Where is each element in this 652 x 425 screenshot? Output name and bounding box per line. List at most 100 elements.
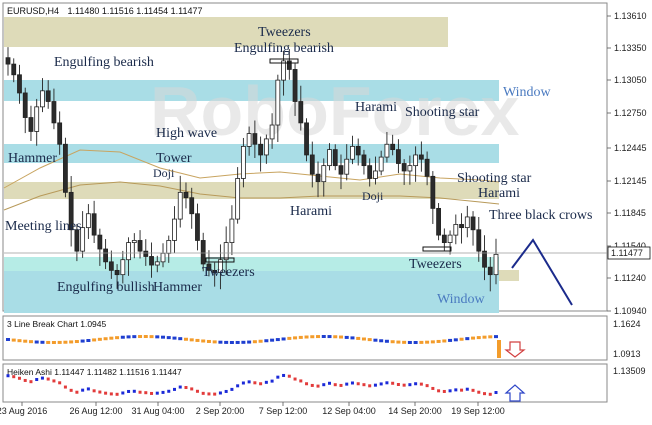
line-break-bar — [57, 340, 62, 344]
line-break-bar-last — [497, 340, 501, 358]
line-break-bar — [471, 336, 476, 340]
candle-body — [441, 234, 447, 243]
heiken-ashi-bar — [333, 383, 337, 387]
candle-body — [189, 197, 195, 215]
candle-body — [367, 165, 373, 179]
heiken-ashi-bar — [52, 379, 56, 383]
heiken-ashi-bar — [368, 384, 372, 388]
candle-body — [447, 234, 453, 243]
tweezers-zone-bottom — [4, 257, 499, 271]
line-break-bar — [396, 340, 401, 344]
heiken-ashi-bar — [362, 383, 366, 387]
line-break-bar — [448, 338, 453, 342]
line-break-bar — [138, 335, 143, 339]
candle-body — [114, 269, 120, 276]
label-harami-3: Harami — [290, 204, 332, 219]
heiken-ashi-bar — [161, 390, 165, 394]
line-break-panel-frame — [2, 315, 608, 361]
heiken-ashi-bar — [431, 386, 435, 390]
candle-body — [321, 165, 327, 183]
heiken-ashi-bar — [69, 388, 73, 392]
candle-body — [34, 106, 40, 132]
candle-body — [149, 256, 154, 266]
candle-body — [80, 227, 86, 252]
candle-body — [51, 101, 57, 124]
line-break-bar — [80, 339, 85, 343]
candles — [5, 47, 499, 292]
heiken-ashi-bar — [322, 383, 326, 387]
tweezers-top-marker — [269, 58, 299, 64]
price-tick-label: 1.13350 — [614, 43, 647, 53]
heiken-ashi-bar — [287, 374, 291, 378]
heiken-ashi-bar — [408, 383, 412, 387]
line-break-bar — [11, 338, 16, 342]
line-break-bar — [390, 340, 395, 344]
label-doji-1: Doji — [153, 166, 175, 180]
heiken-ashi-bar — [81, 388, 85, 392]
label-engulfing-bullish: Engulfing bullish — [57, 280, 155, 295]
line-break-bar — [51, 340, 56, 344]
heiken-ashi-bar — [224, 389, 228, 393]
candle-body — [453, 224, 459, 236]
line-break-axis-top: 1.1624 — [613, 319, 641, 329]
heiken-ashi-bar — [150, 391, 154, 395]
line-break-bar — [482, 335, 487, 339]
heiken-ashi-bar — [218, 391, 222, 395]
line-break-bar — [103, 337, 108, 341]
pattern-zones — [4, 17, 519, 313]
heiken-ashi-bar — [46, 377, 50, 381]
line-break-bar — [143, 335, 148, 339]
heiken-ashi-bar — [276, 375, 280, 379]
heiken-ashi-bar — [305, 382, 309, 386]
heiken-ashi-bar — [385, 381, 389, 385]
candle-body — [63, 143, 68, 193]
label-engulfing-bearish-2: Engulfing bearish — [234, 41, 334, 56]
line-break-bar — [459, 337, 464, 341]
candle-body — [68, 191, 74, 231]
candle-body — [160, 252, 166, 263]
candle-body — [355, 145, 361, 156]
heiken-ashi-bar — [345, 382, 349, 386]
candle-body — [223, 242, 229, 261]
line-break-bar — [430, 340, 435, 344]
candle-body — [166, 240, 172, 254]
label-hammer-2: Hammer — [153, 280, 202, 295]
heiken-ashi-bar — [167, 389, 171, 393]
heiken-ashi-bar — [58, 381, 62, 385]
label-harami-2: Harami — [478, 186, 520, 201]
current-price-label: 1.11477 — [611, 248, 643, 258]
heiken-ashi-bar — [460, 388, 464, 392]
candle-body — [424, 158, 430, 177]
label-shooting-star-1: Shooting star — [405, 105, 480, 120]
time-tick-label: 2 Sep 20:00 — [196, 406, 245, 416]
line-break-bar — [425, 340, 430, 344]
candle-body — [487, 266, 493, 276]
candle-body — [154, 261, 160, 266]
candle-body — [298, 101, 304, 124]
forecast-arrow — [511, 238, 573, 306]
heiken-ashi-bar — [247, 380, 251, 384]
line-break-bar — [92, 338, 97, 342]
label-high-wave: High wave — [156, 126, 217, 141]
line-break-bar — [201, 339, 206, 343]
heiken-ashi-bar — [379, 382, 383, 386]
candle-body — [378, 156, 384, 172]
line-break-bar — [189, 338, 194, 342]
heiken-ashi-bar — [12, 375, 16, 379]
line-break-bar — [361, 337, 366, 341]
price-tick-label: 1.11240 — [614, 273, 646, 283]
candle-body — [103, 248, 108, 263]
candle-body — [401, 163, 407, 172]
line-break-bar — [281, 337, 286, 341]
line-break-bar — [494, 335, 498, 339]
chart-header: EURUSD,H4 1.11480 1.11516 1.11454 1.1147… — [7, 6, 203, 16]
line-break-bar — [155, 335, 160, 339]
heiken-ashi-bar — [282, 373, 286, 377]
header-ohlc: 1.11480 1.11516 1.11454 1.11477 — [68, 6, 203, 16]
line-break-bar — [304, 335, 309, 339]
line-break-bar — [195, 338, 200, 342]
label-window-top: Window — [503, 85, 552, 100]
line-break-bar — [252, 340, 257, 344]
candle-body — [195, 213, 200, 241]
